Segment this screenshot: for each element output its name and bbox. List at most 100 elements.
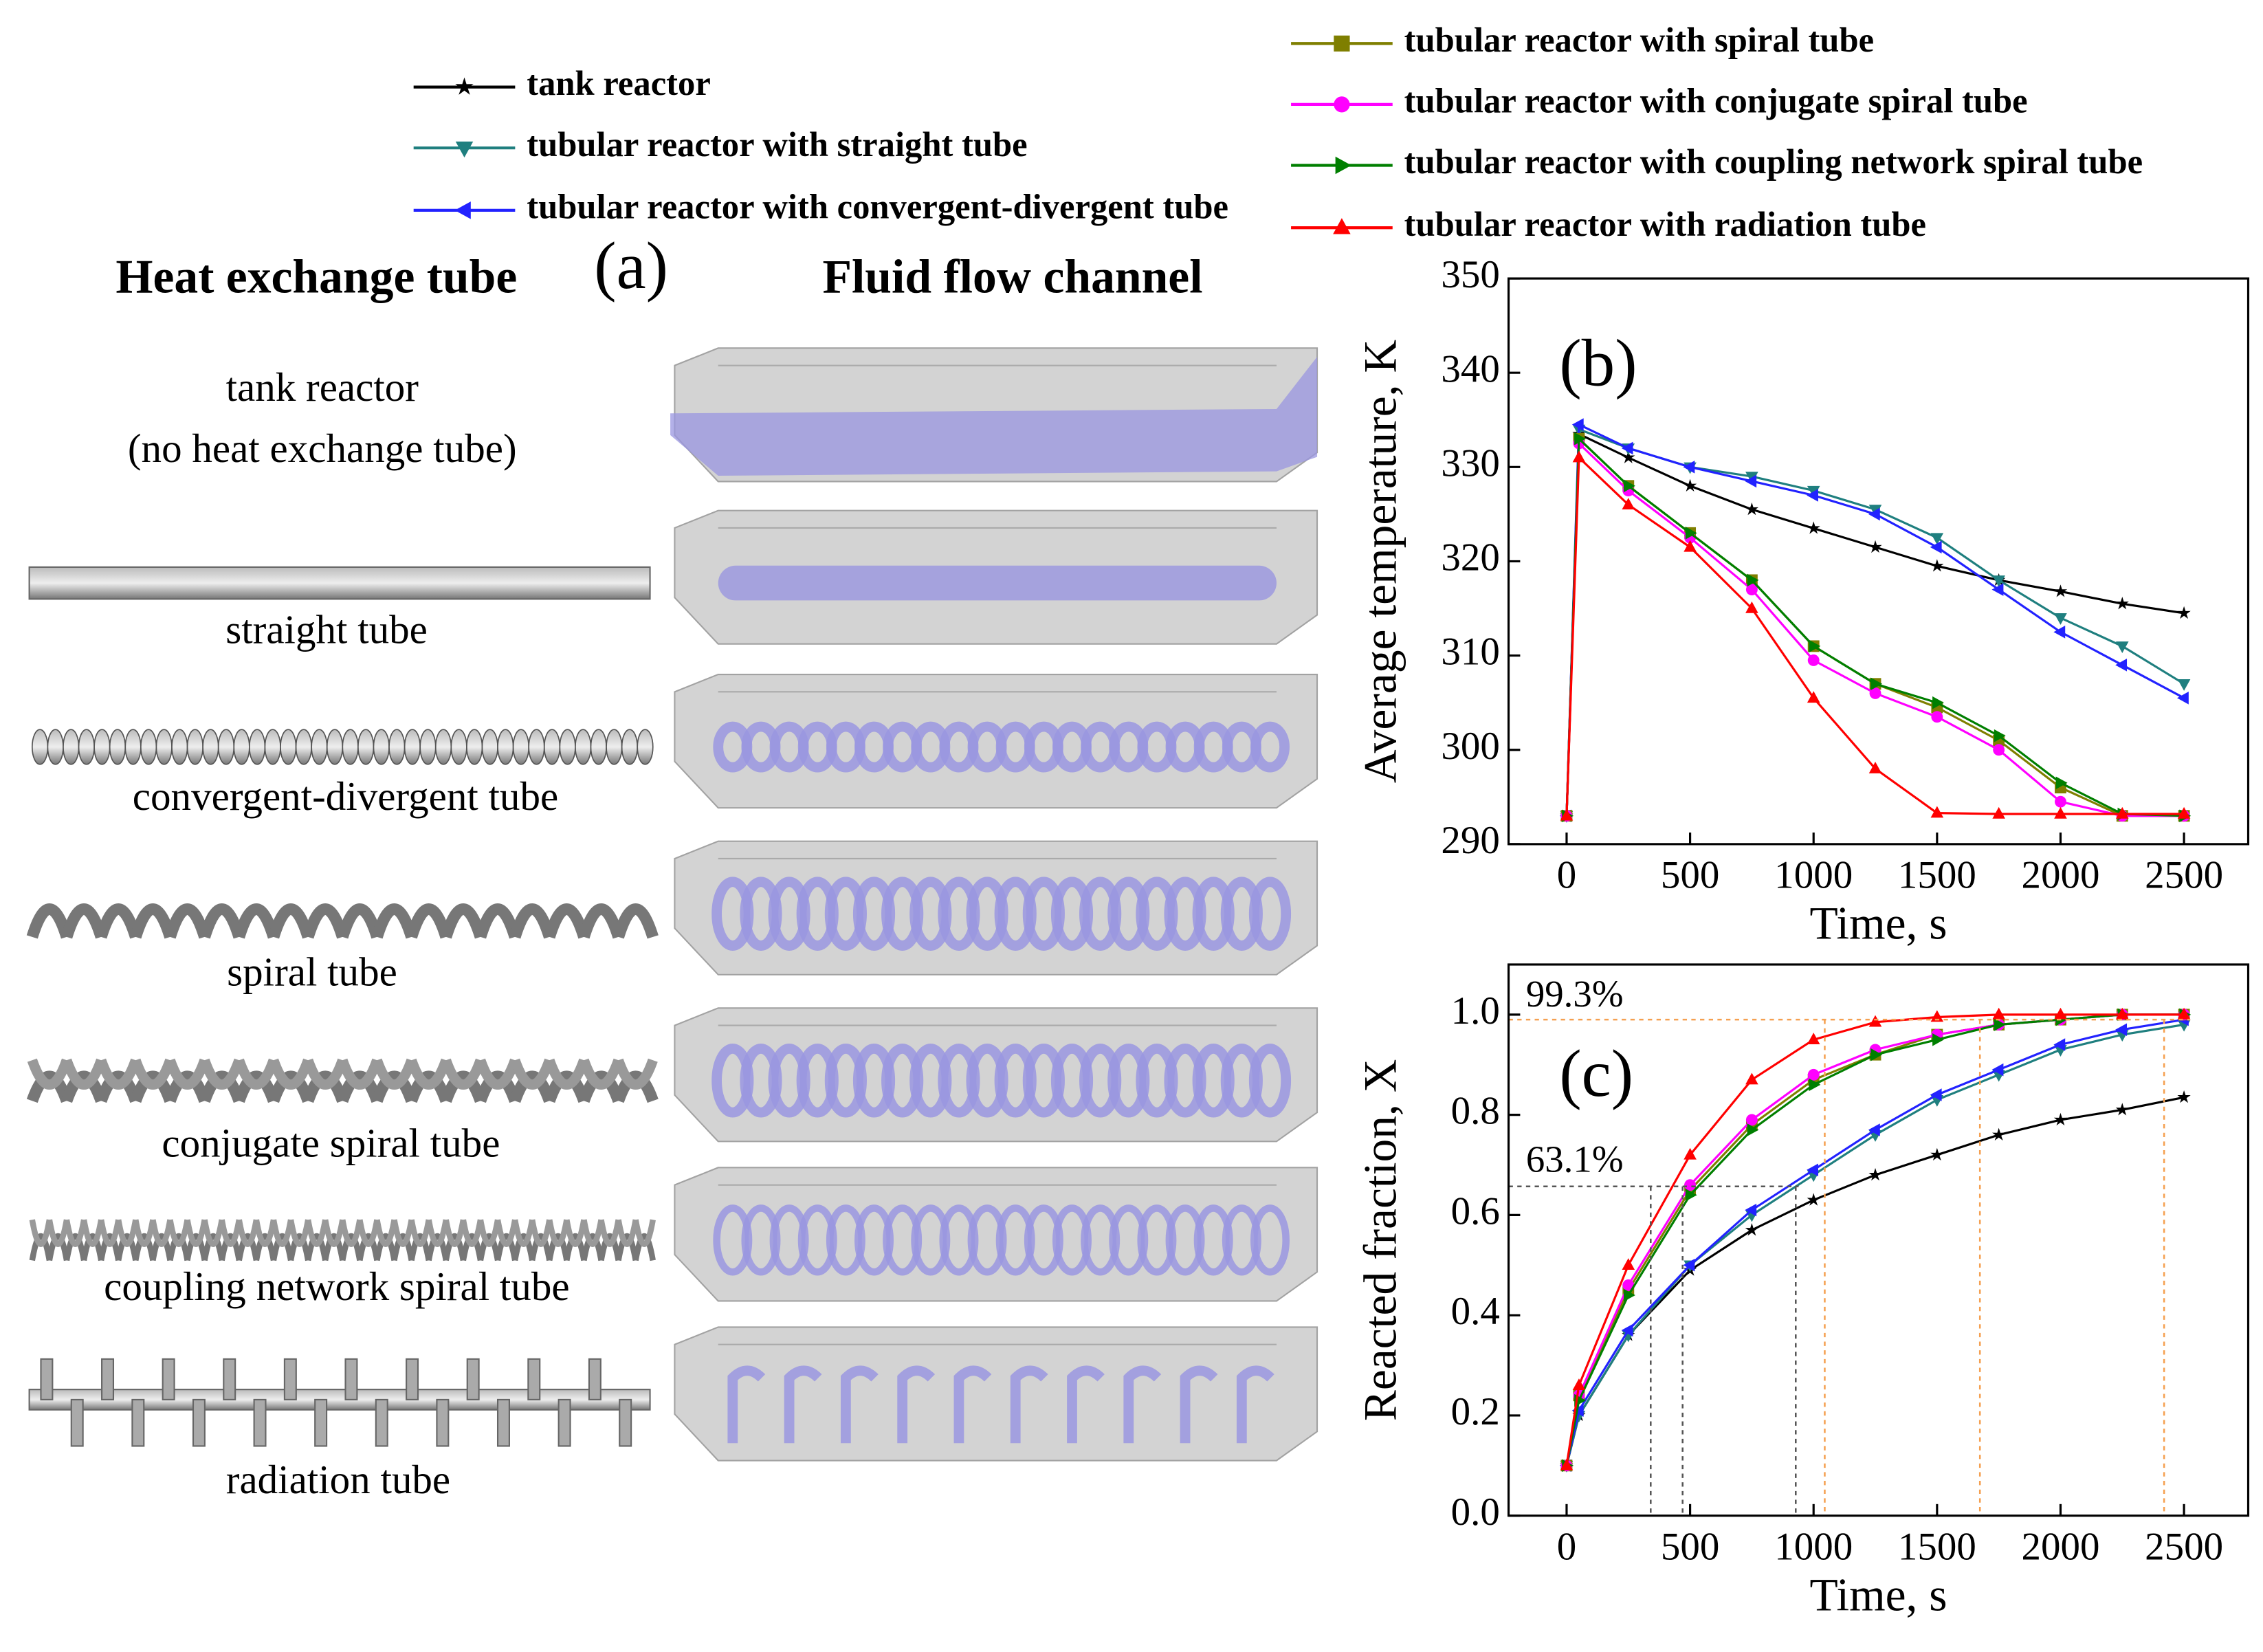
tube bbox=[80, 1219, 104, 1247]
tube bbox=[579, 1058, 623, 1090]
data-point bbox=[1622, 450, 1635, 463]
tube bbox=[305, 1233, 329, 1262]
tube bbox=[391, 1219, 415, 1247]
tube bbox=[96, 903, 142, 939]
tube bbox=[29, 1219, 53, 1247]
data-point bbox=[2053, 1112, 2068, 1126]
fluid bbox=[1180, 1365, 1218, 1444]
tube bbox=[60, 903, 107, 939]
tube bbox=[581, 1233, 604, 1262]
tube bbox=[637, 729, 654, 765]
data-point bbox=[1930, 533, 1944, 545]
tube bbox=[406, 1070, 452, 1103]
tube bbox=[133, 1219, 156, 1247]
tube bbox=[619, 1398, 632, 1447]
tube bbox=[598, 1219, 621, 1247]
tube bbox=[544, 903, 590, 939]
tube bbox=[280, 729, 297, 765]
y-tick-label: 320 bbox=[1441, 536, 1499, 580]
data-point bbox=[1932, 1033, 1944, 1046]
data-point bbox=[1868, 540, 1882, 553]
tube bbox=[406, 1358, 419, 1400]
tube bbox=[466, 1358, 480, 1400]
tube bbox=[62, 1058, 107, 1090]
panel-label: (a) bbox=[594, 229, 668, 302]
tube bbox=[93, 729, 111, 765]
tube bbox=[109, 729, 126, 765]
data-point bbox=[1930, 1147, 1944, 1161]
tube bbox=[28, 1389, 651, 1411]
tube bbox=[219, 1233, 242, 1262]
panel-label: (b) bbox=[1559, 326, 1637, 399]
data-point bbox=[1809, 1078, 1821, 1092]
tube bbox=[217, 729, 235, 765]
fluid bbox=[1248, 1043, 1292, 1118]
tube bbox=[443, 1233, 467, 1262]
tube bbox=[559, 729, 576, 765]
tube-label: tank reactor bbox=[226, 364, 419, 410]
tube bbox=[26, 1070, 72, 1103]
annotation: 63.1% bbox=[1526, 1138, 1624, 1180]
tube bbox=[322, 1219, 346, 1247]
tube bbox=[267, 903, 314, 939]
tube bbox=[201, 1219, 225, 1247]
tube bbox=[590, 729, 607, 765]
data-point bbox=[1807, 691, 1820, 703]
tube bbox=[184, 1233, 208, 1262]
tube-label: radiation tube bbox=[226, 1457, 450, 1502]
tube bbox=[481, 729, 498, 765]
legend-marker bbox=[1334, 35, 1350, 52]
y-tick-label: 350 bbox=[1441, 253, 1499, 296]
y-tick-label: 310 bbox=[1441, 630, 1499, 674]
tube bbox=[287, 1219, 311, 1247]
tube-label: (no heat exchange tube) bbox=[128, 426, 517, 471]
y-axis-label: Average temperature, K bbox=[1355, 340, 1406, 784]
fluid bbox=[1010, 1365, 1048, 1444]
tube bbox=[150, 1233, 173, 1262]
tube bbox=[475, 1070, 521, 1103]
data-point bbox=[1622, 1258, 1635, 1270]
tube bbox=[460, 1233, 484, 1262]
tube bbox=[509, 1070, 555, 1103]
tube bbox=[98, 1219, 122, 1247]
tube bbox=[167, 1233, 190, 1262]
tube bbox=[233, 903, 280, 939]
tube bbox=[202, 729, 219, 765]
tube bbox=[150, 1219, 173, 1247]
tube bbox=[236, 1219, 260, 1247]
tube bbox=[408, 1233, 432, 1262]
tube bbox=[544, 1070, 590, 1103]
y-tick-label: 330 bbox=[1441, 441, 1499, 485]
x-tick-label: 500 bbox=[1661, 854, 1719, 897]
series-line bbox=[1565, 1023, 2185, 1466]
tube bbox=[311, 729, 328, 765]
tube bbox=[509, 903, 555, 939]
data-point bbox=[1745, 1114, 1758, 1126]
tube bbox=[164, 1070, 210, 1103]
tube bbox=[375, 1398, 388, 1447]
tube bbox=[167, 1219, 190, 1247]
legend-label: tubular reactor with radiation tube bbox=[1404, 205, 1926, 243]
fluid bbox=[840, 1365, 879, 1444]
column-header: Fluid flow channel bbox=[822, 250, 1202, 303]
data-point bbox=[1932, 696, 1944, 709]
tube bbox=[322, 1233, 346, 1262]
tube bbox=[70, 1398, 84, 1447]
data-point bbox=[1624, 479, 1635, 493]
data-point bbox=[1807, 654, 1820, 666]
tube bbox=[436, 1398, 450, 1447]
tube bbox=[496, 1398, 510, 1447]
series-line bbox=[1565, 1096, 2185, 1466]
tube bbox=[606, 729, 623, 765]
data-point bbox=[1991, 583, 2004, 596]
series-line bbox=[1565, 1013, 2185, 1466]
series-line bbox=[1565, 436, 2185, 817]
data-point bbox=[1684, 540, 1697, 552]
tube bbox=[46, 1219, 70, 1247]
data-point bbox=[2053, 1038, 2066, 1051]
tube bbox=[615, 1219, 639, 1247]
x-tick-label: 500 bbox=[1661, 1525, 1719, 1568]
annotation-lines bbox=[1508, 1018, 2191, 1516]
tube bbox=[426, 1233, 449, 1262]
legend-label: tubular reactor with conjugate spiral tu… bbox=[1404, 82, 2028, 120]
